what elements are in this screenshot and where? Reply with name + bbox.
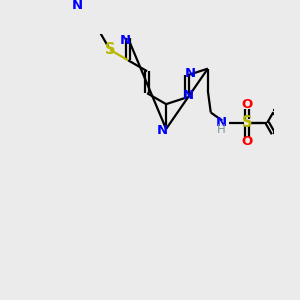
Text: N: N	[215, 116, 226, 129]
Text: O: O	[242, 135, 253, 148]
Text: N: N	[157, 124, 168, 137]
Text: S: S	[105, 42, 115, 57]
Text: N: N	[183, 88, 194, 101]
Text: S: S	[242, 115, 253, 130]
Text: N: N	[72, 0, 83, 12]
Text: H: H	[217, 123, 225, 136]
Text: N: N	[120, 34, 131, 47]
Text: O: O	[242, 98, 253, 110]
Text: N: N	[185, 68, 196, 80]
